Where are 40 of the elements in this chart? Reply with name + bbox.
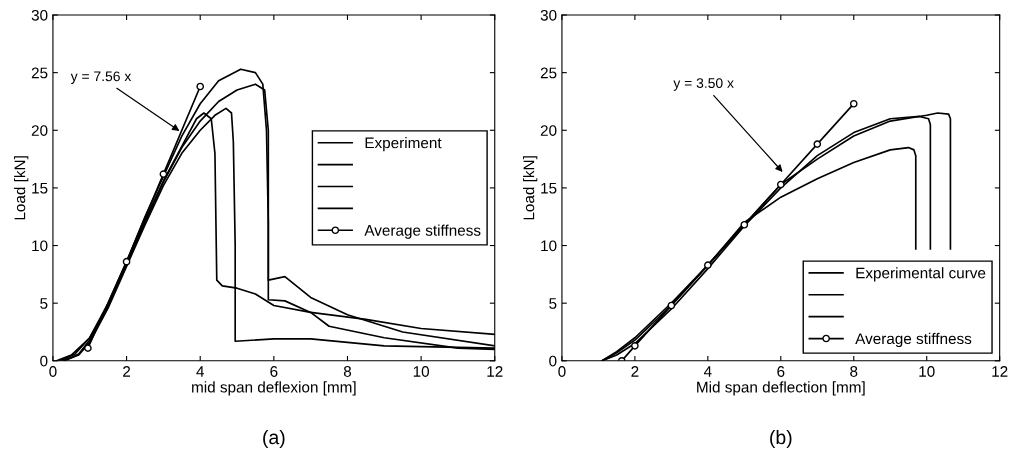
x-tick-label: 4 <box>703 366 712 377</box>
legend-label: Experimental curve <box>856 267 986 282</box>
x-tick-label: 6 <box>777 366 785 377</box>
x-tick-label: 8 <box>343 366 352 377</box>
y-axis-title: Load [kN] <box>14 156 29 220</box>
x-tick-label: 12 <box>992 366 1008 377</box>
y-tick-label: 10 <box>541 240 557 252</box>
x-tick-label: 10 <box>413 366 430 377</box>
legend-label: Experiment <box>365 137 442 152</box>
y-tick-label: 10 <box>32 240 48 252</box>
y-tick-label: 0 <box>549 355 557 367</box>
y-tick-label: 20 <box>31 125 48 136</box>
legend-label: Average stiffness <box>855 332 972 348</box>
x-tick-label: 0 <box>558 366 566 377</box>
y-axis-title: Load [kN] <box>523 156 538 220</box>
x-tick-label: 8 <box>850 366 858 377</box>
x-tick-label: 0 <box>49 366 57 377</box>
x-tick-label: 2 <box>631 366 639 377</box>
y-tick-label: 25 <box>31 67 48 79</box>
x-tick-label: 6 <box>270 366 278 377</box>
y-tick-label: 15 <box>541 182 557 194</box>
y-tick-label: 0 <box>40 355 48 367</box>
text: (b) <box>770 429 792 449</box>
annotation: y = 7.56 x <box>70 71 132 84</box>
y-tick-label: 5 <box>549 298 557 309</box>
y-tick-label: 15 <box>32 182 48 194</box>
x-tick-label: 4 <box>196 366 205 377</box>
x-axis-title: mid span deflexion [mm] <box>192 381 356 396</box>
y-tick-label: 25 <box>540 67 557 79</box>
x-axis-title: Mid span deflection [mm] <box>697 381 865 396</box>
y-tick-label: 5 <box>40 298 48 309</box>
text: (a) <box>263 429 285 449</box>
x-tick-label: 2 <box>123 366 131 377</box>
x-tick-label: 10 <box>919 366 935 377</box>
y-tick-label: 30 <box>540 9 557 21</box>
x-tick-label: 12 <box>487 366 503 377</box>
y-tick-label: 30 <box>31 9 48 21</box>
annotation: y = 3.50 x <box>673 78 734 91</box>
y-tick-label: 20 <box>540 125 557 136</box>
legend-label: Average stiffness <box>364 224 481 239</box>
